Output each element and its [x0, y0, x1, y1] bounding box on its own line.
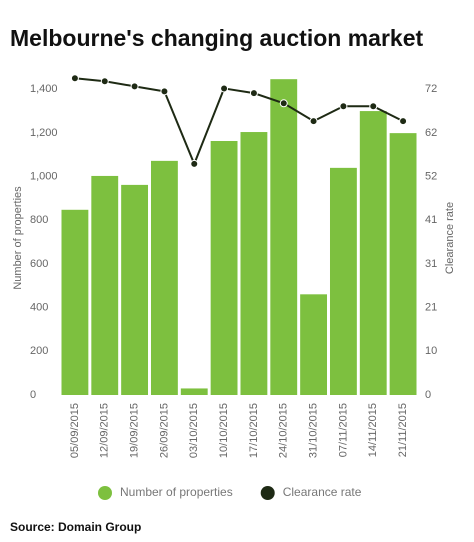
- point: [220, 84, 229, 93]
- tick-label: 1,400: [30, 83, 58, 95]
- point: [399, 117, 408, 126]
- x-tick-label: 07/11/2015: [337, 403, 349, 457]
- point: [160, 87, 169, 96]
- bar: [329, 167, 357, 395]
- line: [74, 77, 404, 167]
- legend-label: Clearance rate: [283, 485, 362, 499]
- bar: [150, 160, 178, 395]
- tick-label: 1,200: [30, 127, 58, 139]
- point: [369, 102, 378, 111]
- point: [249, 89, 258, 98]
- point: [70, 74, 79, 83]
- bar: [61, 209, 89, 395]
- tick-label: 41: [425, 214, 437, 226]
- tick-label: 200: [30, 345, 48, 357]
- bar: [389, 133, 417, 395]
- x-tick-label: 03/10/2015: [188, 403, 200, 458]
- point: [100, 77, 109, 86]
- x-tick-label: 14/11/2015: [367, 403, 379, 457]
- chart-title: Melbourne's changing auction market: [10, 25, 423, 51]
- bar: [240, 132, 268, 396]
- bar: [91, 175, 119, 395]
- bar: [121, 184, 149, 395]
- tick-label: 0: [425, 389, 431, 401]
- point: [309, 117, 318, 126]
- tick-label: 400: [30, 302, 48, 314]
- tick-label: 21: [425, 302, 437, 314]
- x-tick-label: 12/09/2015: [99, 403, 111, 458]
- legend-marker: [98, 486, 112, 500]
- legend-label: Number of properties: [120, 485, 233, 499]
- tick-label: 0: [30, 389, 36, 401]
- tick-label: 1,000: [30, 170, 58, 182]
- x-tick-label: 21/11/2015: [397, 403, 409, 457]
- y-axis-title: Number of properties: [12, 186, 24, 290]
- x-tick-label: 24/10/2015: [278, 403, 290, 458]
- tick-label: 600: [30, 258, 48, 270]
- source: Source: Domain Group: [10, 520, 141, 534]
- tick-label: 62: [425, 127, 437, 139]
- bar: [180, 388, 208, 395]
- point: [130, 82, 139, 91]
- x-tick-label: 26/09/2015: [158, 403, 170, 458]
- tick-label: 10: [425, 345, 437, 357]
- x-tick-label: 17/10/2015: [248, 403, 260, 458]
- bar: [300, 294, 328, 395]
- tick-label: 52: [425, 171, 437, 183]
- tick-label: 800: [30, 214, 48, 226]
- point: [279, 99, 288, 108]
- x-tick-label: 10/10/2015: [218, 403, 230, 458]
- legend-marker: [260, 486, 275, 500]
- y2-axis-title: Clearance rate: [444, 202, 456, 274]
- point: [190, 159, 199, 168]
- x-tick-label: 31/10/2015: [307, 403, 319, 458]
- x-tick-label: 05/09/2015: [69, 403, 81, 458]
- tick-label: 31: [425, 258, 437, 270]
- point: [339, 102, 348, 111]
- x-tick-label: 19/09/2015: [128, 403, 140, 458]
- bar: [270, 79, 298, 395]
- bar: [210, 140, 238, 395]
- bar: [359, 111, 387, 396]
- tick-label: 72: [425, 83, 437, 95]
